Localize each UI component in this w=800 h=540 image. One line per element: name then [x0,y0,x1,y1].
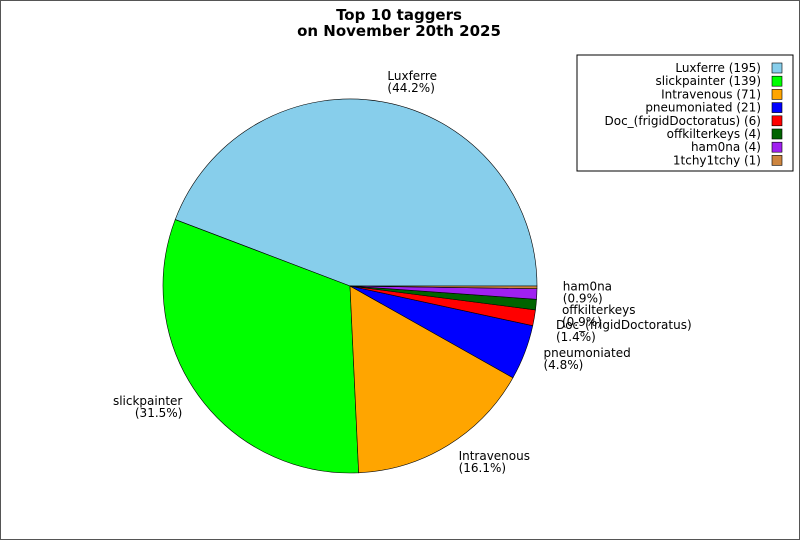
legend: Luxferre (195)slickpainter (139)Intraven… [576,54,794,172]
legend-swatch-1tchy1tchy [771,155,783,166]
legend-label-intravenous: Intravenous (71) [661,87,761,101]
chart-title-line-2: on November 20th 2025 [297,22,501,40]
legend-box [576,54,794,172]
legend-label-offkilterkeys: offkilterkeys (4) [667,127,761,141]
slice-label-ham0na: ham0na (0.9%) [563,279,612,305]
pie-slice-luxferre [174,98,538,287]
legend-swatch-luxferre [771,62,783,74]
legend-swatch-pneumoniated [771,102,783,113]
legend-swatch-ham0na [771,141,783,153]
slice-label-offkilterkeys: offkilterkeys (0.9%) [562,303,636,329]
pie-slices [162,98,538,474]
pie-slice-intravenous [349,285,514,474]
legend-label-ham0na: ham0na (4) [691,140,761,154]
legend-label-doc-frigiddoctoratus: Doc_(frigidDoctoratus) (6) [605,114,762,128]
legend-swatch-offkilterkeys [771,128,783,140]
slice-label-pneumoniated: pneumoniated (4.8%) [543,346,630,372]
legend-swatch-doc-frigiddoctoratus [771,115,783,127]
legend-label-luxferre: Luxferre (195) [675,61,761,75]
slice-label-slickpainter: slickpainter (31.5%) [113,394,182,420]
legend-label-1tchy1tchy: 1tchy1tchy (1) [673,153,761,167]
slice-label-doc-frigiddoctoratus: Doc_(frigidDoctoratus) (1.4%) [556,318,692,344]
legend-label-slickpainter: slickpainter (139) [656,74,761,88]
pie-slice-1tchy1tchy [349,285,538,289]
legend-label-pneumoniated: pneumoniated (21) [645,101,761,115]
pie-slice-slickpainter [162,219,359,474]
pie-labels: Luxferre (44.2%) slickpainter (31.5%) Intrav… [113,69,692,475]
legend-swatch-intravenous [771,89,783,100]
slice-label-luxferre: Luxferre (44.2%) [387,69,437,95]
legend-swatch-slickpainter [771,75,783,87]
slice-label-intravenous: Intravenous (16.1%) [459,449,530,475]
chart-title-line-1: Top 10 taggers [336,6,462,24]
